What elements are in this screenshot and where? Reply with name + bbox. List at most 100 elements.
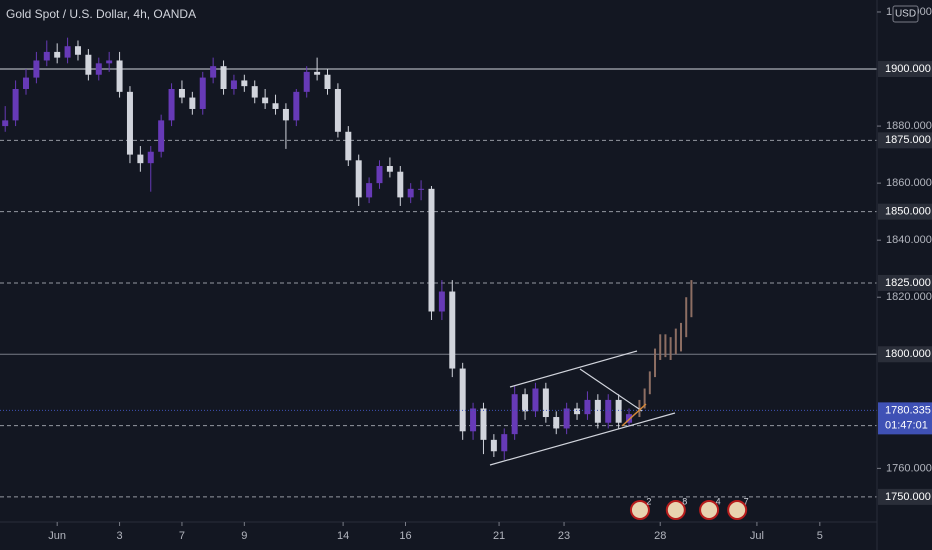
level-label: 1750.000 <box>885 491 931 503</box>
level-box <box>878 132 932 149</box>
candle-body <box>345 131 352 161</box>
price-axis: 1920.0001880.0001860.0001840.0001820.000… <box>48 5 932 542</box>
candle-body <box>386 166 393 172</box>
currency-label: USD <box>895 9 916 20</box>
level-box <box>878 203 932 220</box>
candle-body <box>490 439 497 452</box>
candle-body <box>584 399 591 415</box>
event-count: 8 <box>682 496 687 506</box>
level-label: 1900.000 <box>885 63 931 75</box>
candle-body <box>459 368 466 432</box>
candle-body <box>334 88 341 132</box>
candle-body <box>12 88 19 121</box>
candle-body <box>230 80 237 89</box>
candle-body <box>189 97 196 109</box>
candle-body <box>355 160 362 198</box>
candle-body <box>615 399 622 423</box>
candle-body <box>428 188 435 312</box>
candle-body <box>158 120 165 152</box>
candle-body <box>470 408 477 432</box>
candle-body <box>314 71 321 75</box>
y-tick-label: 1860.000 <box>886 177 932 189</box>
level-label: 1850.000 <box>885 206 931 218</box>
candle-body <box>199 77 206 109</box>
candle-body <box>438 291 445 312</box>
y-tick-label: 1880.000 <box>886 120 932 132</box>
current-price-label: 1780.335 <box>885 404 931 416</box>
event-icon <box>699 500 720 520</box>
candle-body <box>168 88 175 121</box>
candle-body <box>407 188 414 198</box>
x-tick-label: 7 <box>179 530 185 542</box>
candle-body <box>366 183 373 198</box>
level-box <box>878 488 932 505</box>
candle-body <box>241 80 248 87</box>
candle-body <box>324 74 331 89</box>
candle-body <box>376 166 383 184</box>
candle-body <box>303 71 310 92</box>
candle-body <box>147 151 154 164</box>
candle-body <box>522 394 529 412</box>
level-label: 1875.000 <box>885 134 931 146</box>
level-box <box>878 61 932 78</box>
x-tick-label: 28 <box>654 530 666 542</box>
candle-body <box>2 120 9 127</box>
chart-title: Gold Spot / U.S. Dollar, 4h, OANDA <box>6 7 196 21</box>
candle-body <box>22 77 29 89</box>
candle-body <box>54 51 61 58</box>
candle-body <box>43 51 50 61</box>
candle-body <box>126 91 133 155</box>
x-tick-label: 9 <box>241 530 247 542</box>
candle-body <box>272 103 279 109</box>
level-box <box>878 346 932 363</box>
candle-body <box>137 154 144 164</box>
x-tick-label: 14 <box>337 530 349 542</box>
candle-body <box>251 86 258 98</box>
candle-body <box>262 97 269 104</box>
candle-body <box>95 63 102 75</box>
current-price-box <box>878 402 932 435</box>
candle-body <box>626 414 633 423</box>
trendline <box>489 412 676 466</box>
candle-body <box>210 66 217 78</box>
candle-body <box>542 388 549 418</box>
candle-body <box>85 54 92 75</box>
candle-body <box>397 171 404 198</box>
currency-box <box>892 5 919 23</box>
candle-body <box>511 394 518 435</box>
x-tick-label: Jul <box>750 530 764 542</box>
candle-body <box>293 91 300 121</box>
x-tick-label: 21 <box>493 530 505 542</box>
candle-body <box>501 434 508 452</box>
y-tick-label: 1840.000 <box>886 234 932 246</box>
candle-body <box>64 46 71 58</box>
countdown-label: 01:47:01 <box>885 419 928 431</box>
y-tick-label: 1820.000 <box>886 291 932 303</box>
y-tick-label: 1760.000 <box>886 462 932 474</box>
x-tick-label: Jun <box>48 530 66 542</box>
x-tick-label: 23 <box>558 530 570 542</box>
level-box <box>878 274 932 291</box>
event-count: 2 <box>646 496 651 506</box>
candle-body <box>553 417 560 429</box>
candle-body <box>220 66 227 89</box>
event-count: 7 <box>744 496 749 506</box>
candle-body <box>116 60 123 92</box>
x-tick-label: 5 <box>817 530 823 542</box>
event-icon <box>629 500 650 520</box>
candle-body <box>574 408 581 415</box>
candle-body <box>594 399 601 423</box>
candle-body <box>418 188 425 190</box>
candle-body <box>449 291 456 369</box>
candle-body <box>106 60 113 64</box>
trendline <box>621 403 647 427</box>
event-icon <box>665 500 686 520</box>
level-label: 1825.000 <box>885 277 931 289</box>
event-icon <box>727 500 748 520</box>
x-tick-label: 16 <box>399 530 411 542</box>
candle-body <box>605 399 612 423</box>
x-tick-label: 3 <box>117 530 123 542</box>
candle-body <box>480 408 487 440</box>
